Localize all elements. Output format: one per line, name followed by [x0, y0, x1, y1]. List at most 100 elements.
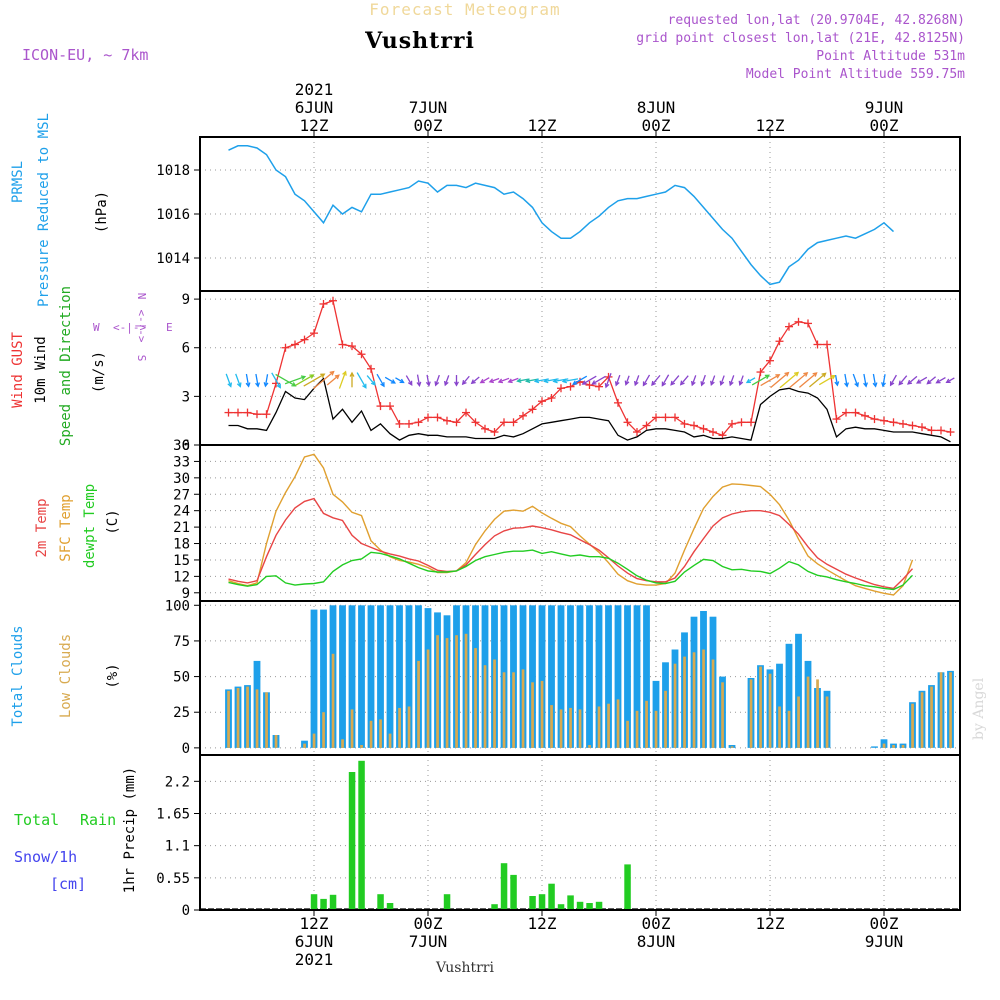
wind-arrow-head: [227, 382, 233, 388]
wind-arrow-shaft: [946, 377, 955, 383]
rain-bar: [377, 894, 384, 910]
low-cloud-bar: [493, 659, 496, 748]
low-cloud-bar: [531, 682, 534, 748]
wind-arrow-shaft: [661, 374, 670, 386]
frames-layer: [199, 136, 961, 911]
wind-arrow-shaft: [818, 375, 836, 386]
temp-label-sfc: SFC Temp: [58, 494, 74, 561]
wind-arrow-shaft: [670, 375, 680, 386]
time-label-top: 00Z: [414, 116, 443, 135]
wind-arrow: [349, 371, 355, 388]
low-cloud-bar: [816, 679, 819, 748]
wind-arrow: [624, 375, 630, 386]
wind-arrow: [470, 376, 480, 385]
model-altitude: Model Point Altitude 559.75m: [746, 67, 965, 82]
low-cloud-bar: [369, 720, 373, 748]
total-cloud-bar: [367, 605, 375, 748]
wind-arrow-shaft: [844, 373, 848, 387]
wind-arrow-shaft: [651, 374, 661, 386]
marks-layer: [200, 145, 960, 910]
wind-arrow: [745, 377, 756, 384]
wind-arrow-shaft: [426, 374, 430, 386]
wind-arrow-shaft: [779, 372, 799, 389]
wind-arrow-head: [926, 379, 932, 385]
wind-arrow: [338, 370, 347, 389]
wind-arrow-head: [642, 381, 648, 387]
wind-arrow-head: [907, 379, 913, 385]
wind-arrow: [516, 378, 529, 384]
rain-bar: [548, 883, 555, 910]
temperature-ytick-label: 21: [173, 520, 190, 536]
wind-arrow-head: [710, 380, 715, 387]
temperature-ytick-label: 33: [173, 454, 190, 470]
wind-arrow: [263, 374, 269, 388]
time-label-bottom: 9JUN: [865, 932, 904, 951]
wind-arrow-shaft: [863, 373, 867, 387]
low-cloud-bar: [588, 745, 591, 748]
wind-arrow: [405, 375, 413, 386]
total-cloud-bar: [538, 605, 546, 748]
axes-layer: 1014101610180369912151821242730333602550…: [156, 80, 960, 969]
chart-title: Vushtrri: [364, 28, 475, 54]
low-cloud-bar: [664, 690, 667, 748]
wind-arrow-head: [591, 380, 597, 385]
total-cloud-bar: [576, 605, 584, 748]
wind-arrow: [488, 377, 500, 384]
wind-arrow-shaft: [444, 375, 450, 386]
wind-arrow-head: [719, 380, 725, 387]
wind-arrow-shaft: [416, 374, 421, 386]
time-label-bottom: 8JUN: [637, 932, 676, 951]
low-cloud-bar: [322, 712, 325, 748]
time-label-top: 00Z: [870, 116, 899, 135]
wind-ytick-label: 9: [182, 292, 190, 308]
total-cloud-bar: [776, 663, 783, 748]
wind-arrow-head: [399, 378, 405, 384]
wind-arrow: [225, 373, 233, 388]
wind-arrow-head: [362, 383, 367, 389]
point-altitude: Point Altitude 531m: [816, 49, 965, 64]
wind-arrow: [881, 374, 886, 388]
wind-arrow-head: [794, 371, 800, 377]
low-cloud-bar: [607, 703, 610, 748]
wind-arrow: [719, 375, 725, 387]
precip-ytick-label: 0: [182, 903, 190, 919]
wind-arrow-shaft: [936, 377, 946, 384]
wind-arrow: [661, 374, 670, 387]
wind-arrow: [416, 374, 422, 387]
low-cloud-bar: [920, 692, 924, 748]
low-cloud-bar: [379, 719, 382, 748]
wind-arrow-shaft: [312, 371, 335, 390]
compass-vert: <-|->: [135, 309, 148, 342]
wind-arrow-shaft: [376, 373, 385, 387]
wind-ytick-label: 6: [182, 341, 190, 357]
wind-arrow-shaft: [739, 375, 744, 385]
rain-bar: [538, 894, 546, 910]
wind-arrow: [907, 375, 918, 385]
total-cloud-bar: [405, 605, 413, 748]
wind-arrow-head: [444, 380, 449, 387]
low-cloud-bar: [949, 672, 952, 748]
closest-coords: grid point closest lon,lat (21E, 42.8125…: [636, 31, 965, 46]
wind-arrow-head: [488, 378, 494, 384]
temperature-ytick-label: 24: [173, 504, 190, 520]
wind-arrow-head: [830, 375, 836, 380]
wind-arrow-head: [329, 370, 335, 376]
compass-e: E: [166, 321, 173, 334]
low-cloud-bar: [768, 673, 772, 748]
wind-arrow-head: [945, 378, 951, 384]
model-label: ICON-EU, ~ 7km: [22, 46, 148, 64]
temperature-ytick-label: 36: [173, 438, 190, 454]
low-cloud-bar: [303, 743, 306, 748]
wind-arrow: [770, 371, 790, 389]
wind-arrow: [691, 375, 697, 387]
wind-arrow: [479, 377, 490, 384]
low-cloud-bar: [778, 706, 781, 748]
wind-arrow-shaft: [898, 375, 908, 386]
total-cloud-bar: [396, 605, 403, 748]
footer-title: Vushtrri: [435, 960, 494, 976]
total-cloud-bar: [633, 605, 641, 748]
time-label-top: 12Z: [528, 116, 557, 135]
wind-arrow-shaft: [326, 374, 340, 386]
low-cloud-bar: [312, 733, 316, 748]
wind-arrow: [634, 375, 640, 387]
